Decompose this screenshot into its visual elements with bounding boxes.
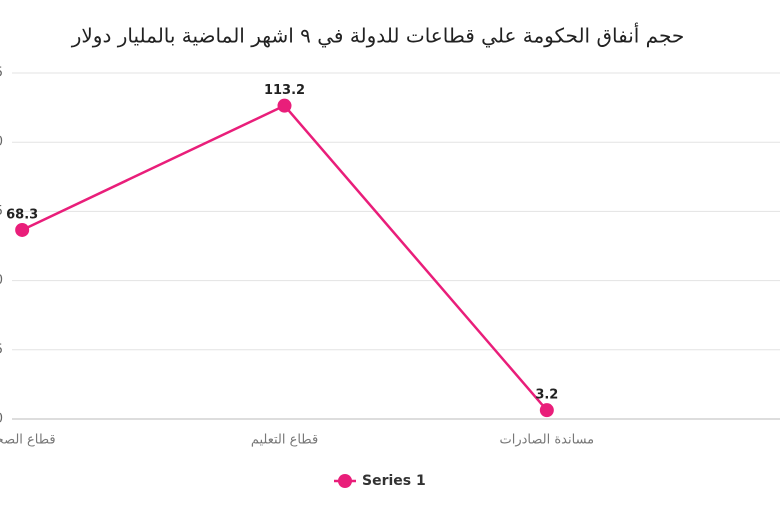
x-tick-label: قطاع التعليم [251, 433, 318, 448]
series-line [21, 104, 548, 411]
y-tick-label: 0 [0, 412, 3, 427]
data-label: 3.2 [535, 388, 558, 403]
y-tick-label: 125 [0, 66, 3, 81]
x-tick-label: مساندة الصادرات [500, 433, 595, 448]
legend-label: Series 1 [362, 473, 426, 489]
y-tick-label: 75 [0, 204, 3, 219]
legend-marker [338, 474, 352, 488]
x-tick-label: قطاع الصحة [0, 433, 56, 448]
data-label: 113.2 [264, 83, 305, 98]
chart-title: حجم أنفاق الحكومة علي قطاعات للدولة في ٩… [71, 23, 685, 49]
y-tick-label: 50 [0, 273, 3, 288]
data-point [539, 403, 554, 418]
y-tick-label: 25 [0, 342, 3, 357]
data-label: 68.3 [6, 207, 38, 222]
data-point [277, 98, 292, 113]
y-tick-label: 100 [0, 135, 3, 150]
data-point [15, 222, 30, 237]
